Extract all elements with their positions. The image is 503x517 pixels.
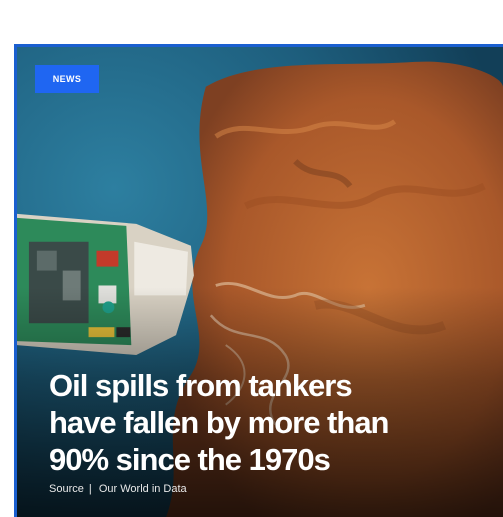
headline-gradient-overlay — [17, 287, 503, 517]
source-label: Source — [49, 483, 84, 495]
news-tag[interactable]: NEWS — [35, 65, 99, 93]
headline-line: 90% since the 1970s — [49, 442, 331, 477]
source-separator: | — [88, 483, 92, 495]
headline-line: have fallen by more than — [49, 405, 390, 440]
headline[interactable]: Oil spills from tankers have fallen by m… — [49, 367, 489, 478]
headline-line: Oil spills from tankers — [49, 368, 353, 403]
source-name: Our World in Data — [98, 483, 187, 495]
source-line: Source | Our World in Data — [49, 482, 187, 496]
news-card[interactable]: NEWS Oil spills from tankers have fallen… — [14, 44, 503, 517]
